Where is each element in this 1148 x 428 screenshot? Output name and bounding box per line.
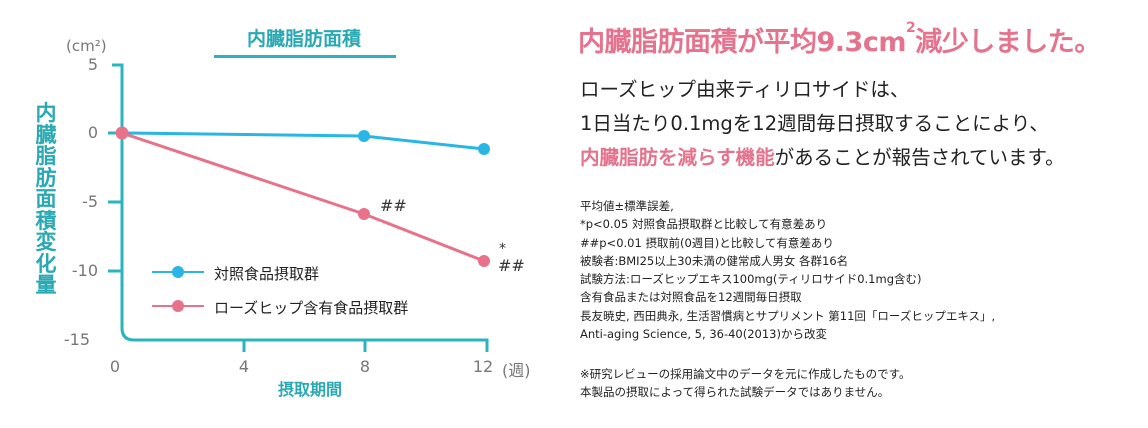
x-tick-label: 8 [359, 357, 371, 376]
significance-annotation: ## [498, 256, 525, 275]
legend-label-control: 対照食品摂取群 [214, 265, 320, 283]
x-tick-label: 0 [109, 357, 121, 376]
highlight-text: 内臓脂肪を減らす機能 [580, 146, 775, 169]
body-line-1: ローズヒップ由来ティリロサイドは、 [580, 78, 910, 101]
headline: 内臓脂肪面積が平均9.3cm2減少しました。 [578, 20, 1101, 58]
chart-axes [112, 63, 489, 352]
significance-annotation: ## [380, 196, 407, 215]
legend-rosehip-marker-dot [172, 300, 184, 312]
y-tick-label: -5 [82, 192, 98, 211]
y-axis-label: 内臓脂肪面積変化量 [35, 101, 57, 297]
series-control-point [478, 143, 490, 155]
footnotes: 平均値±標準誤差, *p<0.05 対照食品摂取群と比較して有意差あり ##p<… [580, 199, 996, 342]
series-control-point [358, 130, 370, 142]
y-tick-label: -15 [63, 330, 90, 349]
line-chart-plot [108, 63, 490, 352]
y-axis-unit: (cm²) [66, 37, 107, 55]
series-rosehip-point [478, 255, 490, 267]
body-line-3: 内臓脂肪を減らす機能があることが報告されています。 [580, 146, 1065, 169]
body-line-2: 1日当たり0.1mgを12週間毎日摂取することにより、 [580, 112, 1049, 135]
chart-title: 内臓脂肪面積 [246, 28, 361, 50]
disclaimer: ※研究レビューの採用論文中のデータを元に作成したものです。 本製品の摂取によって… [580, 367, 911, 400]
x-axis-label: 摂取期間 [277, 380, 342, 399]
series-rosehip-point [358, 208, 370, 220]
series-control-line [121, 131, 485, 151]
legend-control-marker-dot [172, 266, 184, 278]
x-tick-label: 4 [238, 357, 250, 376]
x-axis-unit: (週) [502, 361, 531, 380]
series-rosehip-point [115, 126, 129, 140]
series-rosehip-line [121, 131, 485, 263]
y-tick-label: 5 [87, 55, 98, 74]
significance-annotation: * [499, 241, 506, 257]
legend-label-rosehip: ローズヒップ含有食品摂取群 [214, 299, 409, 317]
x-tick-label: 12 [472, 357, 494, 376]
y-tick-label: 0 [87, 123, 98, 142]
y-tick-label: -10 [71, 261, 98, 280]
chart-title-underline [214, 55, 396, 58]
